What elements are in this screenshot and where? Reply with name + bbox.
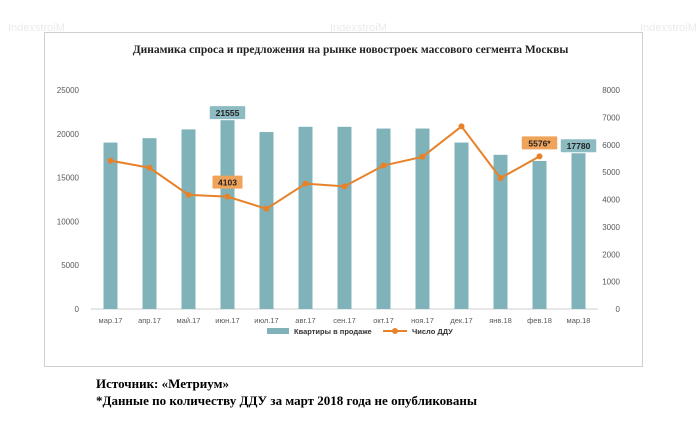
bar [220, 120, 235, 310]
source-note: Источник: «Метриум» [96, 376, 229, 391]
legend-label-line: Число ДДУ [412, 327, 453, 336]
y-right-tick-label: 0 [616, 305, 621, 314]
bar [532, 160, 547, 309]
y-right-tick-label: 1000 [602, 278, 620, 287]
line-point [263, 205, 270, 212]
x-tick-label: авг.17 [295, 316, 315, 325]
bar [337, 126, 352, 310]
bar [181, 129, 196, 309]
bar [376, 128, 391, 309]
y-left-tick-label: 25000 [57, 86, 80, 95]
bar [571, 153, 586, 309]
line-point [185, 191, 192, 198]
x-tick-label: июн.17 [215, 316, 239, 325]
line-point [302, 180, 309, 187]
x-tick-label: окт.17 [373, 316, 394, 325]
bar [142, 138, 157, 309]
x-tick-label: апр.17 [138, 316, 161, 325]
y-right-tick-label: 8000 [602, 86, 620, 95]
footnotes: Источник: «Метриум» *Данные по количеств… [96, 375, 477, 409]
line-point [341, 183, 348, 190]
bar [298, 126, 313, 310]
watermark: IndexstroiM [8, 22, 65, 34]
chart-title: Динамика спроса и предложения на рынке н… [133, 44, 569, 56]
line-point [224, 193, 231, 200]
line-point [497, 175, 504, 182]
x-tick-label: ноя.17 [411, 316, 434, 325]
legend-label-bars: Квартиры в продаже [294, 327, 372, 336]
watermark: IndexstroiM [330, 22, 387, 34]
line-value-badge [521, 136, 558, 150]
y-left-tick-label: 10000 [57, 217, 80, 226]
y-right-tick-label: 6000 [602, 141, 620, 150]
line-value-badge [212, 175, 243, 189]
y-right-tick-label: 7000 [602, 113, 620, 122]
data-label: 4103 [218, 178, 237, 188]
x-tick-label: май.17 [177, 316, 201, 325]
data-label: 17780 [567, 141, 591, 151]
y-left-tick-label: 0 [75, 305, 80, 314]
bar [259, 132, 274, 309]
x-tick-label: дек.17 [450, 316, 472, 325]
x-tick-label: июл.17 [254, 316, 278, 325]
line-point [107, 157, 114, 164]
bar [103, 142, 118, 309]
bar [415, 128, 430, 309]
y-right-tick-label: 3000 [602, 223, 620, 232]
line-point [536, 153, 543, 160]
y-left-tick-label: 15000 [57, 174, 80, 183]
x-tick-label: фев.18 [527, 316, 552, 325]
bar-value-badge [560, 139, 597, 153]
x-tick-label: мар.17 [99, 316, 123, 325]
line-point [419, 153, 426, 160]
y-left-tick-label: 20000 [57, 130, 80, 139]
data-label: 21555 [216, 108, 240, 118]
data-label: 5576* [528, 138, 551, 148]
y-left-tick-label: 5000 [61, 261, 79, 270]
legend-swatch-bars [267, 328, 289, 334]
line-point [146, 164, 153, 171]
chart-area: Динамика спроса и предложения на рынке н… [44, 32, 643, 367]
line-point [380, 162, 387, 169]
y-right-tick-label: 4000 [602, 196, 620, 205]
y-right-tick-label: 2000 [602, 250, 620, 259]
line-point [458, 123, 465, 130]
x-tick-label: мар.18 [567, 316, 591, 325]
bar [454, 142, 469, 309]
line-series [110, 124, 540, 210]
data-note: *Данные по количеству ДДУ за март 2018 г… [96, 393, 478, 408]
bar [493, 154, 508, 309]
watermark: IndexstroiM [640, 22, 697, 34]
x-tick-label: сен.17 [333, 316, 356, 325]
chart: Динамика спроса и предложения на рынке н… [57, 44, 621, 336]
y-right-tick-label: 5000 [602, 168, 620, 177]
x-tick-label: янв.18 [489, 316, 512, 325]
bar-value-badge [209, 106, 246, 120]
legend-swatch-marker [392, 328, 398, 334]
